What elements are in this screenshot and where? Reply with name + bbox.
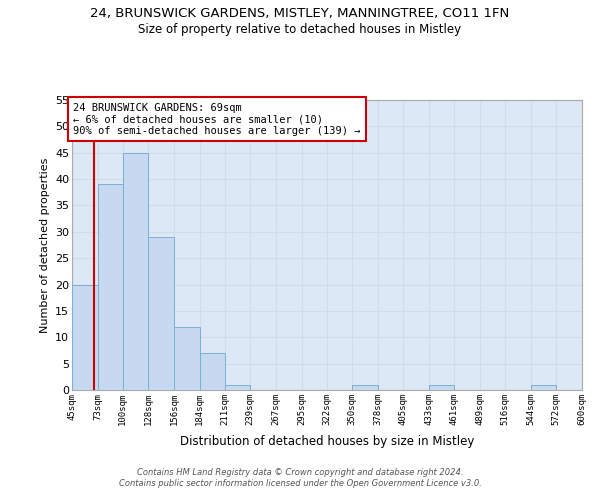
Y-axis label: Number of detached properties: Number of detached properties	[40, 158, 50, 332]
Text: Distribution of detached houses by size in Mistley: Distribution of detached houses by size …	[180, 435, 474, 448]
Bar	[122, 152, 148, 390]
Text: 24 BRUNSWICK GARDENS: 69sqm
← 6% of detached houses are smaller (10)
90% of semi: 24 BRUNSWICK GARDENS: 69sqm ← 6% of deta…	[73, 102, 361, 136]
Bar	[352, 384, 378, 390]
Bar	[174, 326, 200, 390]
Bar	[530, 384, 556, 390]
Text: 24, BRUNSWICK GARDENS, MISTLEY, MANNINGTREE, CO11 1FN: 24, BRUNSWICK GARDENS, MISTLEY, MANNINGT…	[91, 8, 509, 20]
Bar	[98, 184, 122, 390]
Text: Size of property relative to detached houses in Mistley: Size of property relative to detached ho…	[139, 22, 461, 36]
Bar	[582, 384, 600, 390]
Text: Contains HM Land Registry data © Crown copyright and database right 2024.
Contai: Contains HM Land Registry data © Crown c…	[119, 468, 481, 487]
Bar	[428, 384, 454, 390]
Bar	[148, 237, 174, 390]
Bar	[72, 284, 98, 390]
Bar	[200, 353, 224, 390]
Bar	[224, 384, 250, 390]
